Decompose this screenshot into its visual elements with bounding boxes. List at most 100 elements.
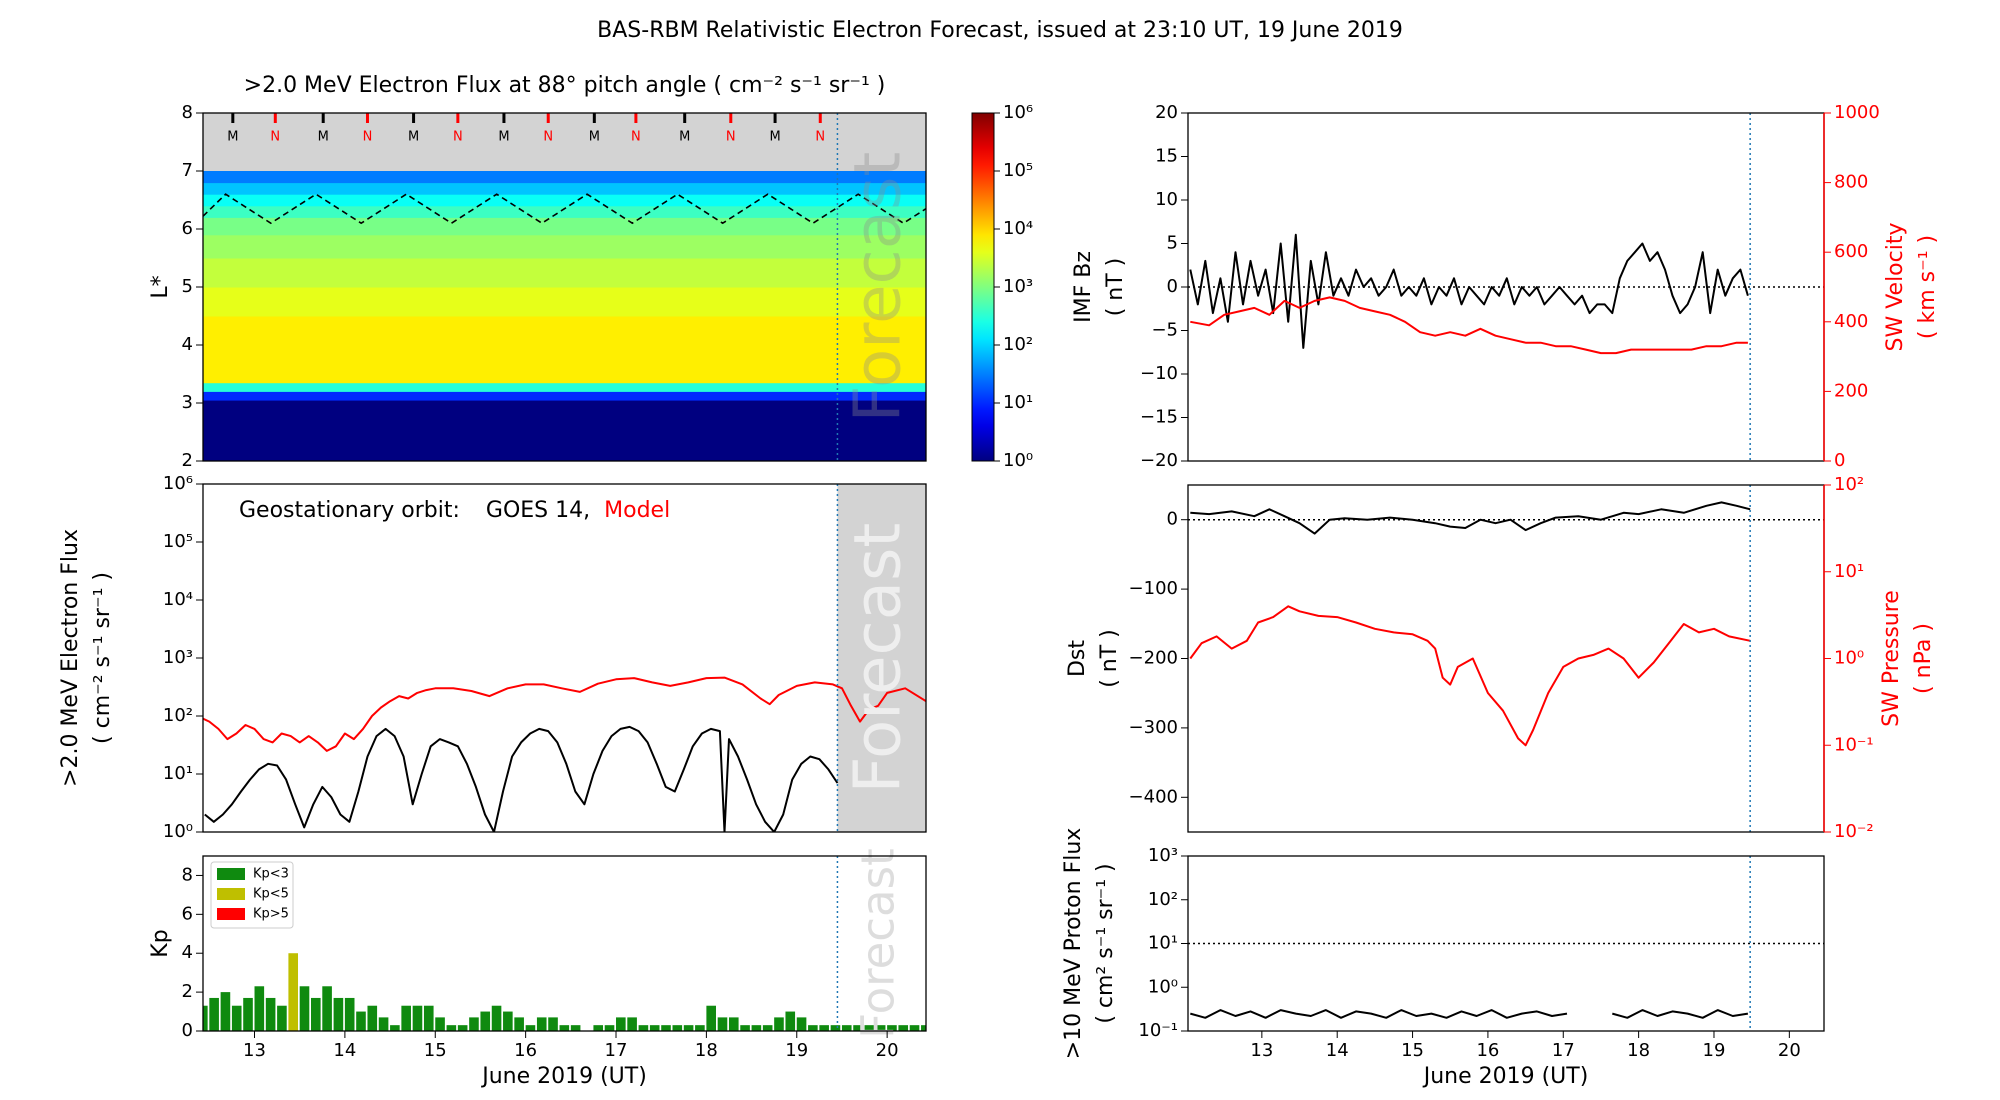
kp-bar <box>649 1025 660 1031</box>
axes-frame <box>1187 484 1825 833</box>
colorbar-tick-label: 10⁵ <box>1003 160 1033 181</box>
kp-bar <box>514 1017 524 1031</box>
kp-bar <box>469 1017 479 1031</box>
legend-prefix: Geostationary orbit: <box>239 498 460 523</box>
kp-bar <box>333 997 344 1031</box>
y-tick-label: 5 <box>182 276 193 297</box>
y-tick-label: 2 <box>182 450 193 471</box>
y2-axis-label: SW Velocity <box>1883 222 1908 351</box>
plot-area <box>203 856 926 1031</box>
y-tick-label: 10¹ <box>1148 933 1178 954</box>
y-tick-label: 10² <box>163 705 193 726</box>
y-axis-label: ( cm⁻² s⁻¹ sr⁻¹ ) <box>90 572 115 744</box>
time-marker-label: N <box>270 130 280 145</box>
y2-tick-label: 10⁻² <box>1834 821 1874 842</box>
y2-axis-label: SW Pressure <box>1879 590 1904 727</box>
x-tick-label: 17 <box>1552 1040 1575 1061</box>
time-marker-label: M <box>498 130 509 145</box>
y-tick-label: 5 <box>1167 233 1178 254</box>
series-line <box>203 676 926 752</box>
plot-area <box>1188 113 1824 461</box>
kp-bar <box>435 1017 445 1031</box>
y2-tick-label: 10⁻¹ <box>1834 734 1874 755</box>
y-axis-label: >2.0 MeV Electron Flux <box>58 529 83 787</box>
kp-bar <box>740 1025 750 1031</box>
series-line <box>1189 233 1749 349</box>
y-tick-label: −100 <box>1129 578 1178 599</box>
flux-band <box>203 287 926 317</box>
kp-bar <box>909 1025 920 1031</box>
kp-bar <box>762 1025 773 1031</box>
axes-frame <box>202 855 927 1032</box>
kp-bar <box>480 1011 491 1031</box>
kp-bar <box>683 1025 694 1031</box>
x-tick-label: 16 <box>1476 1040 1499 1061</box>
legend-entry: GOES 14, <box>486 498 590 523</box>
series-line <box>1189 605 1751 747</box>
legend-swatch <box>217 908 245 920</box>
y-tick-label: 4 <box>182 334 193 355</box>
flux-band <box>203 171 926 184</box>
plot-area <box>203 113 926 461</box>
y-axis-label: >10 MeV Proton Flux <box>1061 828 1086 1060</box>
kp-bar <box>423 1005 434 1031</box>
kp-bar <box>401 1005 411 1031</box>
kp-bar <box>751 1025 762 1031</box>
kp-bar <box>785 1011 796 1031</box>
y-tick-label: 10⁴ <box>163 589 193 610</box>
kp-bar <box>672 1025 683 1031</box>
kp-bar <box>808 1025 818 1031</box>
flux-band <box>203 391 926 401</box>
time-marker-label: M <box>589 130 600 145</box>
kp-bar <box>593 1025 604 1031</box>
time-marker-label: M <box>227 130 238 145</box>
kp-bar <box>344 997 355 1031</box>
y-tick-label: 10⁰ <box>163 821 193 842</box>
y-tick-label: −10 <box>1140 363 1178 384</box>
flux-band <box>203 258 926 288</box>
kp-bar <box>638 1025 649 1031</box>
kp-bar <box>367 1005 378 1031</box>
x-tick-label: 16 <box>514 1040 537 1061</box>
y-axis-label: ( cm² s⁻¹ sr⁻¹ ) <box>1093 863 1118 1023</box>
y2-tick-label: 1000 <box>1834 102 1880 123</box>
forecast-label: Forecast <box>841 152 915 423</box>
plot-area <box>203 484 926 832</box>
y-tick-label: 10⁰ <box>1148 976 1178 997</box>
legend-label: Kp>5 <box>253 907 289 922</box>
time-marker-label: N <box>543 130 553 145</box>
series-line <box>1190 296 1748 355</box>
kp-bar <box>231 1005 242 1031</box>
y-tick-label: 7 <box>182 160 193 181</box>
kp-bar <box>921 1025 926 1031</box>
y-tick-label: 10⁻¹ <box>1138 1020 1178 1041</box>
time-marker-label: M <box>679 130 690 145</box>
kp-bar <box>243 997 253 1031</box>
kp-bar <box>841 1025 852 1031</box>
kp-bar <box>570 1025 581 1031</box>
y-tick-label: 4 <box>182 942 193 963</box>
x-axis-label: June 2019 (UT) <box>1422 1064 1589 1089</box>
kp-bar <box>548 1017 558 1031</box>
y-tick-label: −15 <box>1140 407 1178 428</box>
flux-band <box>203 316 926 384</box>
kp-bar <box>310 997 321 1031</box>
series-line <box>1190 501 1751 535</box>
y2-axis-label: ( km s⁻¹ ) <box>1915 235 1940 339</box>
time-marker-label: N <box>726 130 736 145</box>
time-marker-label: M <box>318 130 329 145</box>
kp-bar <box>299 986 310 1031</box>
x-tick-label: 20 <box>876 1040 899 1061</box>
series-line <box>204 725 839 832</box>
kp-bar <box>819 1025 829 1031</box>
kp-bar <box>875 1025 886 1031</box>
kp-bar <box>203 1005 208 1031</box>
kp-bar <box>390 1025 400 1031</box>
series-line <box>1190 1009 1749 1019</box>
y-tick-label: 15 <box>1155 146 1178 167</box>
x-tick-label: 19 <box>785 1040 808 1061</box>
x-tick-label: 14 <box>333 1040 356 1061</box>
kp-bar <box>288 953 299 1031</box>
kp-bar <box>457 1025 468 1031</box>
time-marker-label: N <box>815 130 825 145</box>
